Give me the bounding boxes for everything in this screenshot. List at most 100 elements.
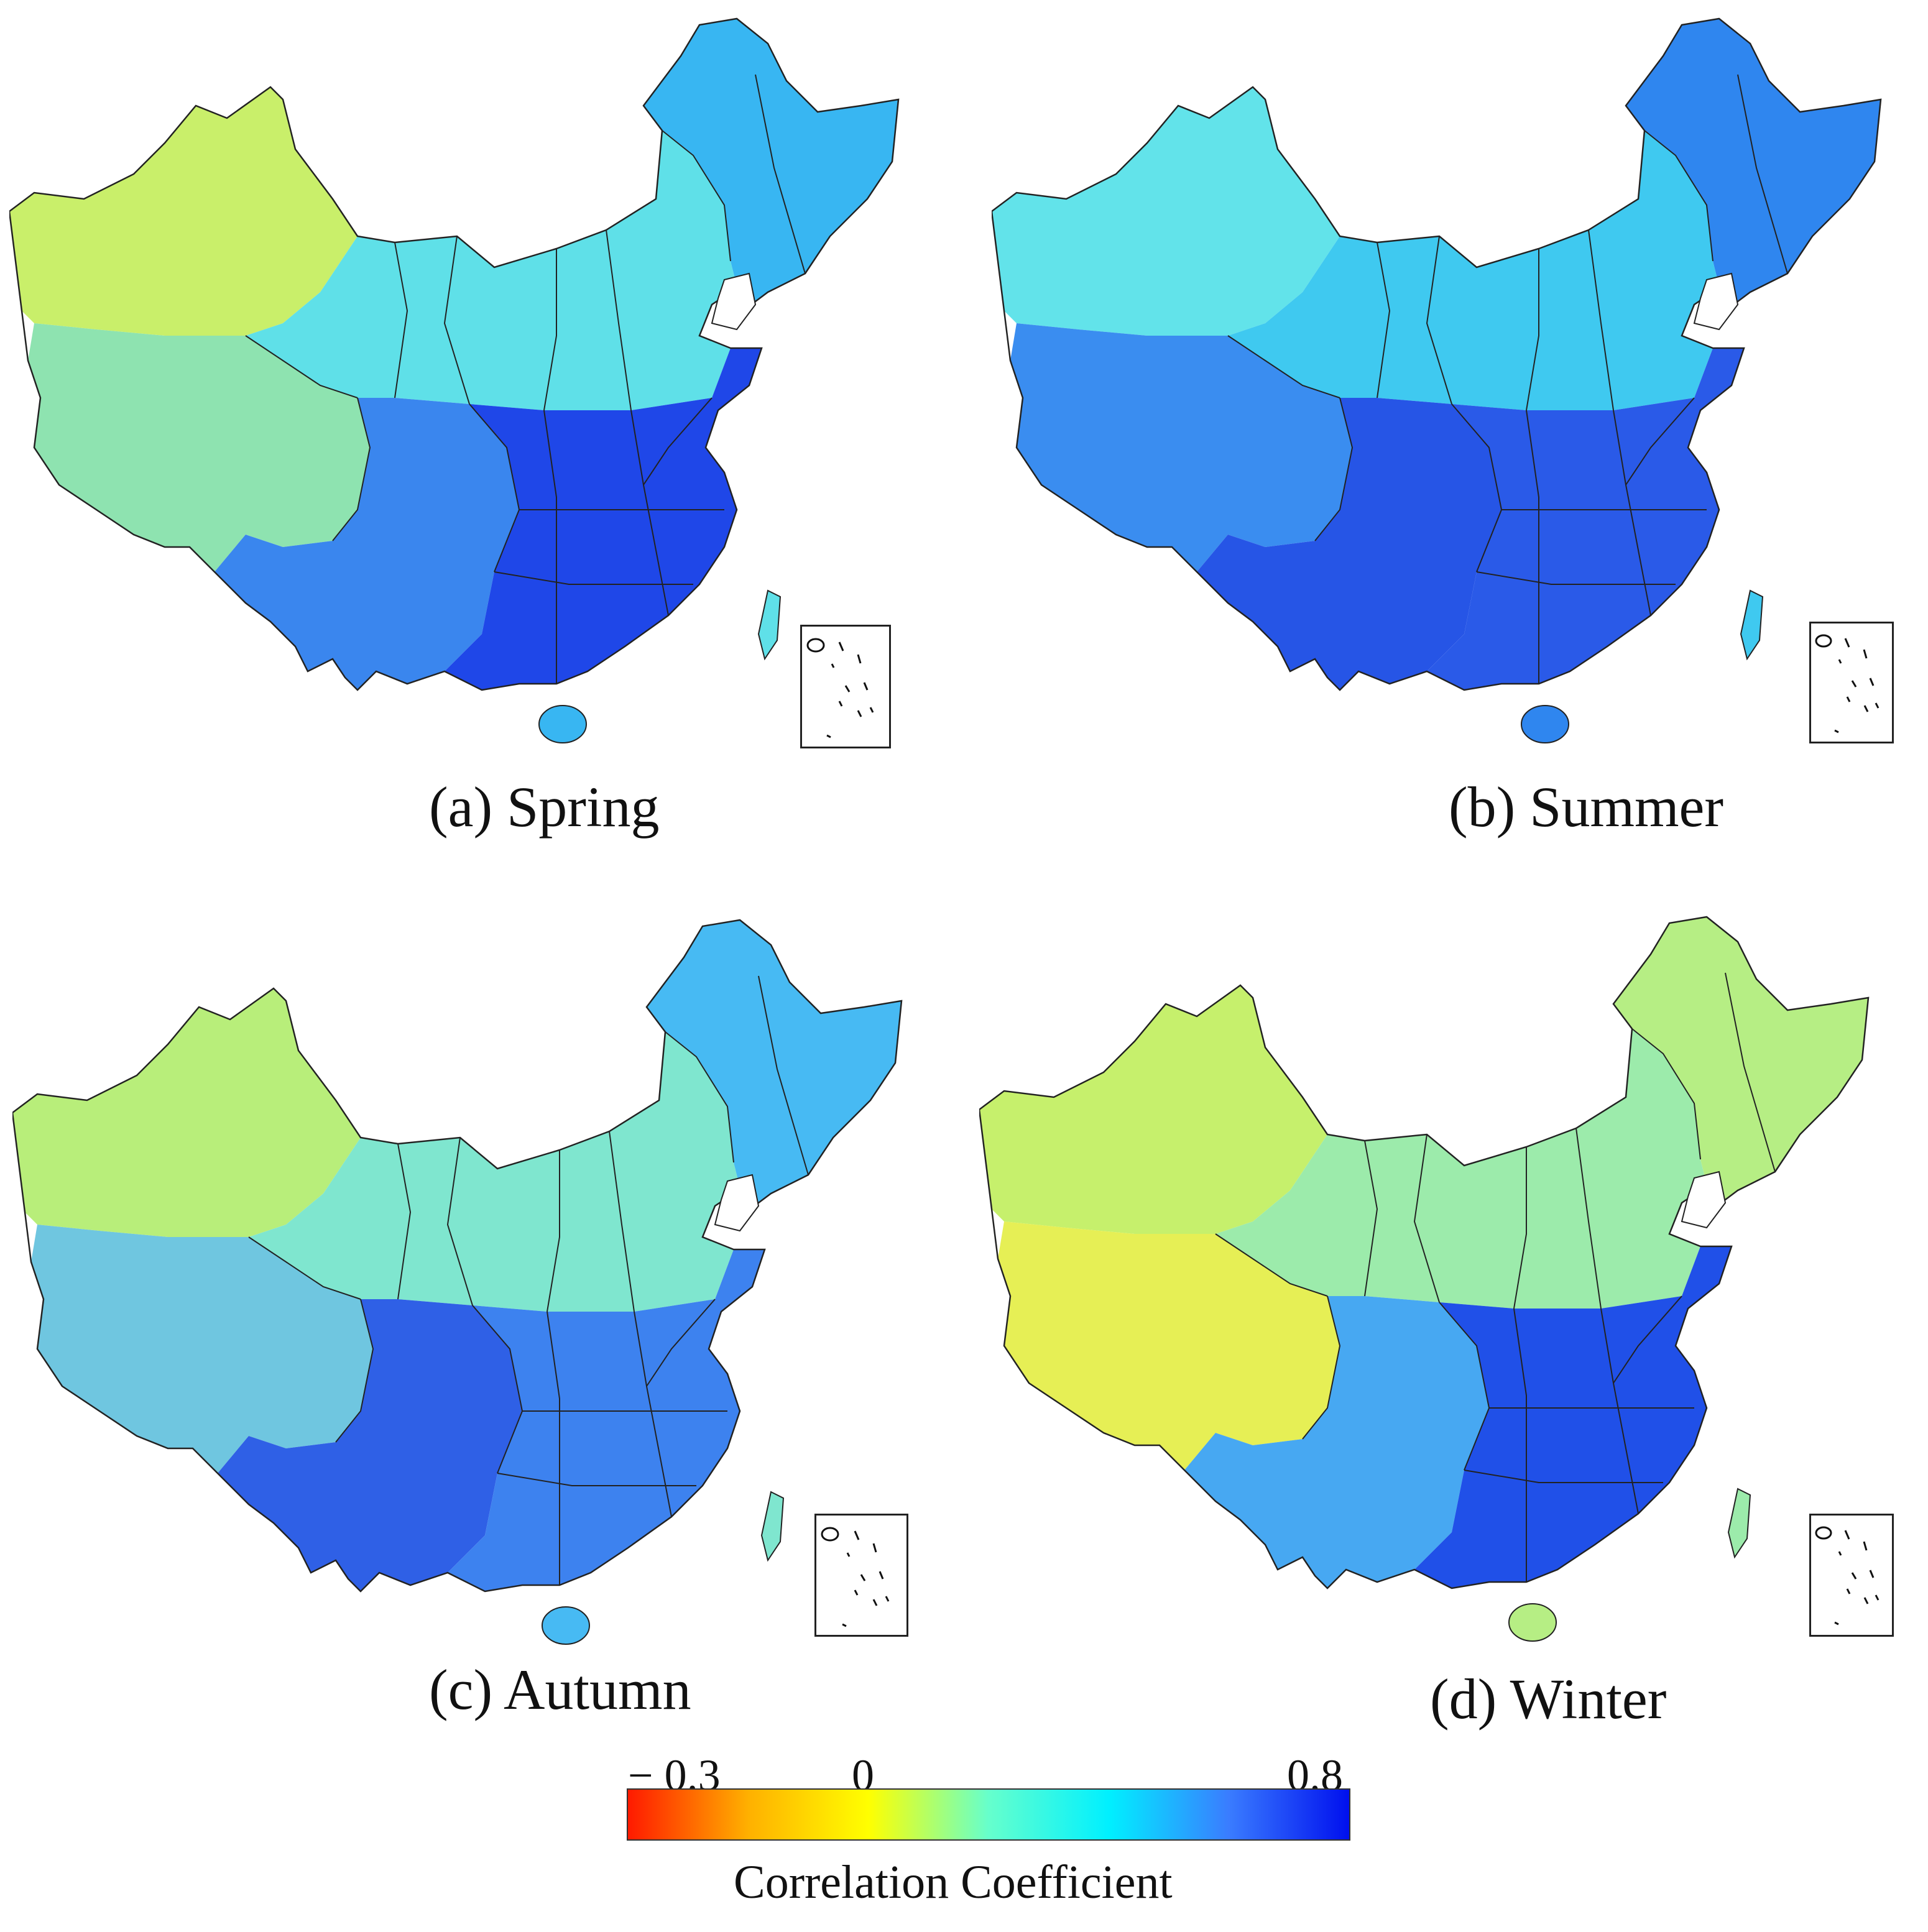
- province-border: [646, 1299, 716, 1387]
- region-northeast: [1613, 917, 1868, 1209]
- province-border: [1631, 1028, 1701, 1160]
- region-northeast: [647, 920, 902, 1212]
- region-south: [445, 348, 762, 690]
- panel-winter: (d) Winter: [970, 889, 1928, 1747]
- province-border: [1725, 972, 1776, 1172]
- region-northeast: [1626, 19, 1881, 311]
- province-border: [547, 1150, 560, 1312]
- bohai-sea: [1681, 1171, 1727, 1229]
- panel-caption: (c) Autumn: [429, 1658, 691, 1721]
- region-tibet: [998, 1221, 1340, 1470]
- panel-spring: (a) Spring: [0, 0, 970, 870]
- bohai-sea: [714, 1174, 760, 1232]
- region-north: [1215, 1029, 1713, 1309]
- islands-icon: [1815, 634, 1880, 734]
- taiwan-island: [760, 1491, 785, 1562]
- south-china-sea-inset-autumn: [814, 1514, 908, 1637]
- region-west: [979, 985, 1327, 1234]
- province-border: [643, 397, 713, 485]
- province-border: [1588, 229, 1614, 411]
- province-border: [497, 1473, 696, 1486]
- country-outline: [979, 916, 1870, 1589]
- china-map-spring: [9, 17, 900, 743]
- province-border: [397, 1143, 412, 1300]
- province-border: [1513, 1308, 1527, 1582]
- hainan-island: [542, 1606, 590, 1645]
- region-west: [9, 87, 357, 336]
- region-southwest: [1184, 1296, 1489, 1588]
- panel-autumn: (c) Autumn: [0, 889, 970, 1747]
- panel-caption: (b) Summer: [1449, 775, 1724, 839]
- province-border: [245, 335, 358, 398]
- panel-summer: (b) Summer: [970, 0, 1928, 870]
- region-tibet: [28, 323, 370, 572]
- china-map-summer: [992, 17, 1882, 743]
- province-border: [332, 397, 371, 541]
- province-border: [1625, 397, 1695, 485]
- province-border: [494, 571, 693, 585]
- province-border: [1413, 1134, 1440, 1303]
- panel-caption: (a) Spring: [429, 775, 660, 839]
- province-border: [472, 1305, 524, 1474]
- taiwan-island: [1727, 1488, 1751, 1559]
- hainan-island: [538, 705, 587, 743]
- province-border: [1737, 74, 1788, 274]
- region-south: [1427, 348, 1744, 690]
- bohai-sea: [1693, 272, 1739, 331]
- province-border: [1526, 410, 1539, 684]
- islands-icon: [1815, 1526, 1880, 1626]
- province-border: [758, 975, 809, 1175]
- province-border: [469, 403, 520, 573]
- region-north: [1228, 131, 1725, 410]
- province-border: [662, 130, 731, 262]
- region-south: [1414, 1246, 1732, 1588]
- province-border: [1476, 571, 1676, 585]
- province-border: [1575, 1128, 1602, 1309]
- south-china-sea-inset-summer: [1809, 622, 1894, 743]
- islands-icon: [806, 638, 874, 738]
- country-outline: [12, 919, 903, 1593]
- south-china-sea-inset-winter: [1809, 1514, 1894, 1637]
- islands-icon: [821, 1527, 890, 1627]
- region-northeast: [643, 19, 898, 311]
- region-southwest: [1197, 398, 1501, 690]
- south-china-sea-inset-spring: [800, 625, 891, 748]
- province-border: [1644, 130, 1714, 262]
- province-border: [1215, 1233, 1328, 1297]
- province-border: [1227, 335, 1340, 398]
- colorbar-gradient: [627, 1788, 1350, 1841]
- province-border: [446, 1137, 473, 1306]
- country-outline: [9, 17, 900, 691]
- province-border: [665, 1031, 734, 1163]
- region-north: [246, 131, 743, 410]
- province-border: [1451, 403, 1503, 573]
- taiwan-island: [757, 589, 782, 661]
- province-border: [543, 249, 557, 411]
- province-border: [1464, 1470, 1663, 1483]
- province-border: [335, 1299, 374, 1443]
- region-southwest: [214, 398, 519, 690]
- province-border: [1314, 397, 1354, 541]
- region-west: [992, 87, 1340, 336]
- region-north: [249, 1032, 746, 1312]
- province-border: [1377, 242, 1391, 398]
- province-border: [394, 242, 408, 398]
- region-south: [448, 1249, 765, 1591]
- taiwan-island: [1740, 589, 1764, 661]
- region-west: [12, 988, 361, 1237]
- province-border: [248, 1236, 361, 1300]
- province-border: [1302, 1295, 1341, 1440]
- country-outline: [992, 17, 1882, 691]
- china-map-autumn: [12, 919, 903, 1645]
- province-border: [1526, 249, 1539, 411]
- province-border: [606, 229, 632, 411]
- province-border: [755, 74, 806, 274]
- province-border: [543, 410, 557, 684]
- region-tibet: [31, 1225, 373, 1473]
- region-southwest: [218, 1299, 522, 1591]
- province-border: [1364, 1140, 1378, 1297]
- province-border: [609, 1131, 635, 1312]
- colorbar-title: Correlation Coefficient: [734, 1856, 1173, 1908]
- panel-caption: (d) Winter: [1430, 1667, 1667, 1731]
- hainan-island: [1521, 705, 1569, 743]
